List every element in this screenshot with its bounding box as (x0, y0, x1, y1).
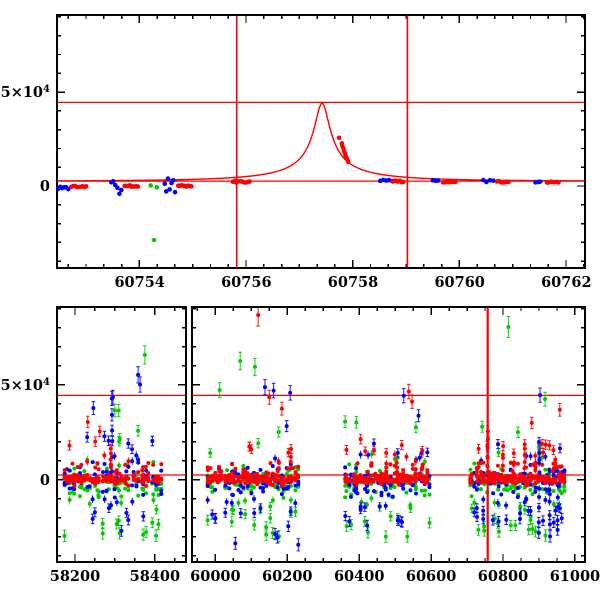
x-tick-label: 60600 (406, 568, 456, 585)
full-panel-right-ticks (192, 307, 585, 562)
full-panel-left-frame (56, 306, 187, 563)
full-panel-left-points-red (62, 415, 164, 488)
model-light-curve (57, 102, 585, 182)
x-tick-label: 60200 (262, 568, 312, 585)
full-panel-right-points-red (205, 307, 567, 489)
x-tick-label: 60758 (328, 274, 378, 291)
x-tick-label: 60400 (334, 568, 384, 585)
zoom-panel-x-tick-labels: 60754 60756 60758 60760 60762 (114, 274, 591, 291)
zoom-panel-ticks (57, 15, 585, 268)
zoom-panel-points-red (69, 135, 561, 190)
zoom-panel-event-marker-lines (235, 15, 409, 268)
y-tick-label: 0 (40, 472, 50, 489)
x-tick-label: 60800 (478, 568, 528, 585)
x-tick-label: 60754 (114, 274, 164, 291)
zoom-panel-y-tick-labels: 0 5×104 (1, 84, 50, 195)
full-panel-left-x-tick-labels: 58200 58400 (50, 568, 180, 585)
y-tick-label: 0 (40, 178, 50, 195)
zoom-panel-frame (56, 14, 586, 269)
x-tick-label: 60760 (434, 274, 484, 291)
full-panel-left-ticks (57, 307, 186, 562)
x-tick-label: 61000 (550, 568, 600, 585)
full-panel-right-x-tick-labels: 60000 60200 60400 60600 60800 61000 (190, 568, 600, 585)
full-panel-left-points-green (62, 345, 164, 543)
x-tick-label: 58200 (50, 568, 100, 585)
x-tick-label: 60000 (190, 568, 240, 585)
full-panel-left-reference-lines (57, 394, 186, 476)
y-tick-label: 5×104 (1, 377, 50, 394)
zoom-panel-reference-lines (57, 101, 585, 182)
zoom-panel-points-green (148, 183, 160, 243)
full-panel-left-y-tick-labels: 0 5×104 (1, 377, 50, 489)
full-panel-left-points-blue (62, 366, 164, 537)
y-tick-label: 5×104 (1, 84, 50, 101)
full-panel-right-frame (191, 306, 586, 563)
x-tick-label: 60762 (541, 274, 591, 291)
zoom-panel-points-blue (57, 176, 543, 197)
x-tick-label: 58400 (130, 568, 180, 585)
x-tick-label: 60756 (221, 274, 271, 291)
